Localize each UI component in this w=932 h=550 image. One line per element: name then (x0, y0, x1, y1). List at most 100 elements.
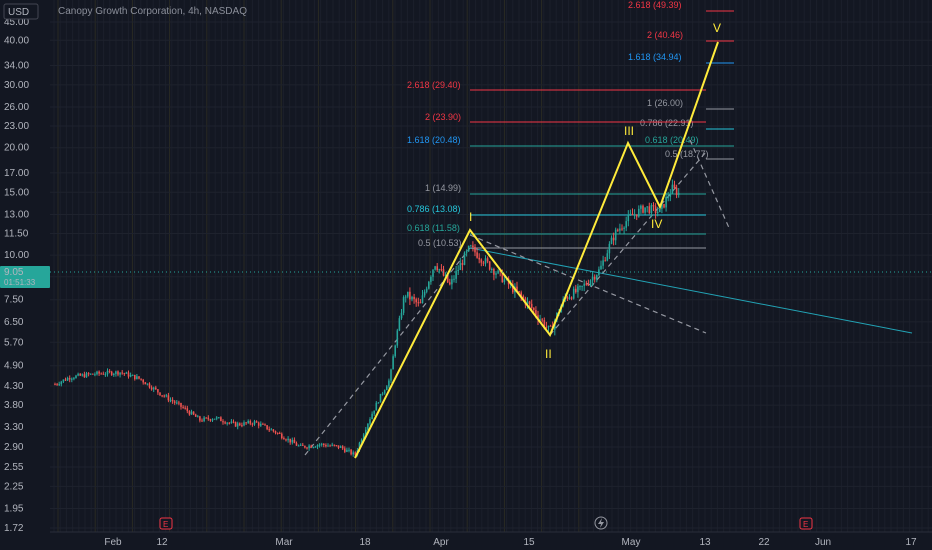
candle-body (222, 421, 224, 423)
candle-body (436, 266, 438, 271)
price-tick-label: 2.55 (4, 462, 24, 473)
candle-body (642, 205, 644, 213)
candle-body (530, 303, 533, 309)
candle-body (230, 421, 233, 423)
price-tick-label: 23.00 (4, 121, 29, 132)
candle-body (501, 271, 504, 283)
fib-label-0618-a: 0.618 (11.58) (407, 223, 460, 233)
candle-body (289, 438, 291, 443)
price-tick-label: 7.50 (4, 295, 24, 306)
candle-body (344, 448, 346, 452)
earnings-marker-box-2[interactable] (799, 517, 813, 530)
candle-body (152, 387, 155, 390)
candle-body (251, 423, 254, 425)
candle-body (535, 310, 537, 316)
candle-body (652, 205, 655, 207)
candle-body (478, 257, 480, 260)
candle-body (472, 245, 474, 247)
candle-body (215, 417, 218, 419)
candle-body (73, 378, 75, 380)
candle-body (614, 229, 617, 241)
candle-body (64, 379, 67, 381)
candle-body (579, 285, 581, 287)
candle-body (337, 445, 340, 448)
last-price-badge[interactable] (0, 266, 50, 288)
long-trendline[interactable] (469, 247, 913, 334)
candle-body (572, 288, 575, 299)
price-tick-label: 4.30 (4, 381, 24, 392)
candle-body (56, 384, 58, 386)
time-tick-label: May (622, 537, 641, 548)
currency-box[interactable] (3, 3, 39, 20)
candle-body (400, 312, 403, 319)
candle-body (125, 372, 128, 374)
candle-body (173, 401, 176, 403)
candle-body (302, 444, 304, 446)
candle-body (635, 214, 638, 217)
currency-label: USD (8, 7, 29, 18)
candle-body (123, 373, 126, 375)
candle-body (308, 445, 310, 449)
earnings-marker-box-1[interactable] (159, 517, 173, 530)
candle-body (421, 295, 424, 304)
candle-body (167, 395, 170, 401)
candle-body (180, 402, 182, 407)
wave-label-2: II (545, 347, 552, 361)
candle-body (432, 269, 434, 277)
candle-body (115, 371, 117, 374)
candle-body (341, 446, 344, 449)
price-tick-label: 26.00 (4, 102, 29, 113)
candle-body (545, 327, 548, 329)
candle-body (446, 275, 449, 283)
price-tick-label: 30.00 (4, 80, 29, 91)
candle-body (293, 439, 296, 444)
candle-body (148, 383, 151, 388)
candle-body (270, 429, 273, 431)
candle-body (396, 330, 399, 346)
candle-body (348, 449, 350, 451)
channel-dashed-c[interactable] (689, 139, 731, 231)
price-tick-label: 10.00 (4, 250, 29, 261)
candle-body (243, 422, 245, 426)
candle-body (310, 445, 312, 448)
candle-body (373, 410, 375, 414)
candle-body (455, 270, 457, 279)
candle-body (117, 371, 119, 375)
candle-body (161, 395, 163, 397)
fibonacci-levels: 2.618 (49.39) 2 (40.46) 1.618 (34.94) 2.… (407, 0, 734, 249)
candle-body (591, 276, 594, 281)
time-axis-panel[interactable] (50, 532, 932, 550)
candle-body (621, 228, 623, 230)
candle-body (207, 417, 210, 420)
candle-body (575, 288, 577, 293)
candle-body (176, 402, 178, 404)
candle-body (182, 406, 184, 408)
candle-body (533, 308, 535, 311)
candle-body (354, 452, 357, 455)
candle-body (138, 376, 140, 379)
candle-body (87, 373, 90, 375)
channel-dashed-b[interactable] (549, 151, 707, 336)
wave-label-5: V (713, 21, 721, 35)
candle-body (392, 356, 394, 370)
candle-body (638, 208, 640, 217)
candle-body (488, 261, 491, 270)
candle-body (127, 372, 130, 377)
candle-body (451, 279, 453, 285)
candle-body (98, 371, 100, 374)
elliott-wave-path[interactable] (354, 41, 719, 459)
candle-body (171, 399, 174, 402)
candle-body (186, 408, 189, 412)
candle-body (287, 438, 289, 441)
candle-body (461, 263, 464, 265)
candle-body (92, 373, 94, 375)
candle-body (234, 422, 237, 427)
fib-label-05-b: 0.5 (18.77) (665, 149, 709, 159)
candle-body (648, 206, 651, 214)
candle-body (425, 288, 428, 292)
price-axis: 45.00 40.00 34.00 30.00 26.00 23.00 20.00 17.00… (4, 17, 29, 534)
countdown-label: 01:51:33 (4, 278, 36, 287)
candle-body (644, 207, 646, 213)
price-tick-label: 20.00 (4, 143, 29, 154)
